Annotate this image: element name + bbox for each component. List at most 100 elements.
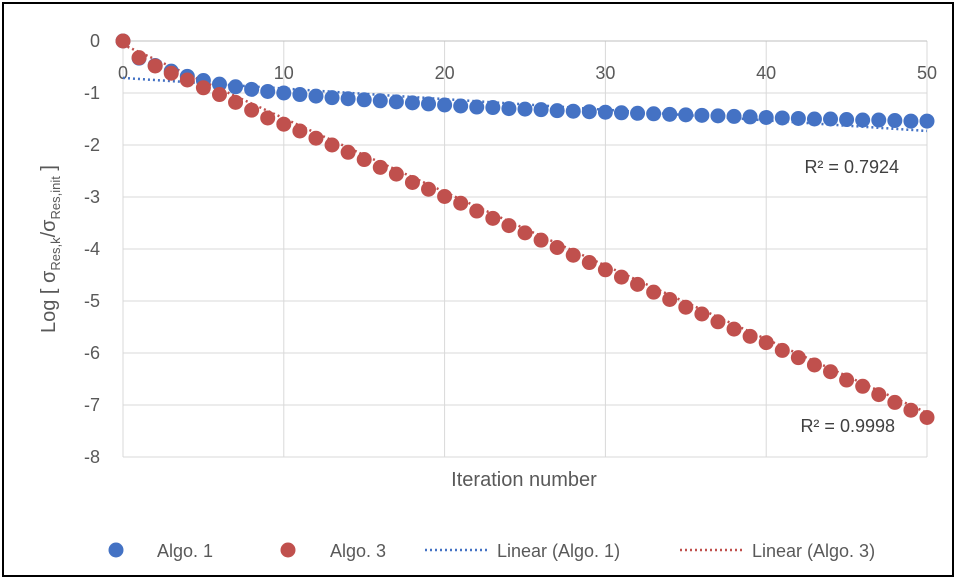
point-algo1 [581,104,597,120]
point-algo3 [581,255,597,271]
legend-label-linear-algo1: Linear (Algo. 1) [497,541,620,561]
point-algo1 [678,107,694,123]
point-algo3 [276,116,292,132]
point-algo3 [260,110,276,126]
legend: Algo. 1 Algo. 3 Linear (Algo. 1) Linear … [108,541,875,561]
point-algo1 [630,105,646,121]
point-algo3 [453,195,469,211]
point-algo3 [147,58,163,74]
point-algo3 [887,394,903,410]
point-algo1 [887,113,903,129]
point-algo3 [308,130,324,146]
point-algo3 [517,225,533,241]
point-algo3 [790,350,806,366]
point-algo1 [501,101,517,117]
point-algo3 [694,306,710,322]
point-algo1 [726,108,742,124]
point-algo3 [115,33,131,49]
legend-label-algo3: Algo. 3 [330,541,386,561]
point-algo1 [758,109,774,125]
point-algo1 [646,106,662,122]
x-tick-label: 10 [274,63,294,83]
point-algo3 [565,247,581,263]
point-algo3 [871,387,887,403]
point-algo3 [549,239,565,255]
r2-label-algo3: R² = 0.9998 [800,416,895,436]
y-axis-title: Log [ σRes,k/σRes,init ] [38,165,63,333]
point-algo1 [613,105,629,121]
point-algo1 [421,96,437,112]
x-axis-title: Iteration number [451,469,597,491]
y-tick-label: -5 [84,291,100,311]
point-algo1 [823,111,839,127]
point-algo3 [903,402,919,418]
point-algo3 [823,364,839,380]
point-algo1 [469,99,485,115]
trendline-algo3 [122,43,928,414]
point-algo1 [356,92,372,108]
point-algo1 [485,100,501,116]
point-algo3 [228,94,244,110]
point-algo1 [340,91,356,107]
point-algo1 [871,112,887,128]
point-algo1 [292,87,308,103]
point-algo3 [774,342,790,358]
point-algo3 [421,181,437,197]
point-algo3 [485,210,501,226]
y-tick-label: -2 [84,135,100,155]
point-algo1 [790,110,806,126]
point-algo1 [211,76,227,92]
y-tick-label: -3 [84,187,100,207]
point-algo1 [774,110,790,126]
x-tick-label: 40 [756,63,776,83]
point-algo3 [806,357,822,373]
point-algo3 [678,299,694,315]
point-algo3 [742,328,758,344]
x-tick-label: 20 [435,63,455,83]
axes: 0 -1 -2 -3 -4 -5 -6 -7 -8 0 10 20 30 40 50 [84,31,937,467]
legend-marker-algo1 [108,542,124,558]
y-tick-label: -8 [84,447,100,467]
point-algo1 [662,106,678,122]
y-title-prefix: Log [ [38,283,60,333]
y-tick-label: -7 [84,395,100,415]
point-algo1 [565,103,581,119]
point-algo3 [340,144,356,160]
point-algo3 [292,123,308,139]
point-algo3 [839,372,855,388]
point-algo3 [662,291,678,307]
point-algo1 [742,109,758,125]
y-title-suffix: ] [38,165,60,176]
point-algo1 [517,101,533,117]
point-algo3 [163,65,179,81]
point-algo1 [694,107,710,123]
point-algo3 [710,314,726,330]
point-algo3 [356,152,372,168]
point-algo1 [324,90,340,106]
point-algo1 [919,113,935,129]
point-algo3 [131,50,147,66]
point-algo1 [855,112,871,128]
point-algo3 [726,321,742,337]
point-algo1 [308,88,324,104]
point-algo3 [758,335,774,351]
x-tick-label: 0 [118,63,128,83]
legend-label-linear-algo3: Linear (Algo. 3) [752,541,875,561]
point-algo3 [372,159,388,175]
point-algo3 [195,80,211,96]
point-algo1 [839,112,855,128]
point-algo1 [404,95,420,111]
point-algo1 [806,111,822,127]
point-algo3 [404,174,420,190]
point-algo1 [260,83,276,99]
point-algo3 [179,72,195,88]
point-algo3 [437,188,453,204]
point-algo1 [244,81,260,97]
point-algo3 [469,203,485,219]
point-algo1 [549,103,565,119]
point-algo3 [211,87,227,103]
y-tick-label: 0 [90,31,100,51]
point-algo3 [855,378,871,394]
point-algo1 [228,79,244,95]
